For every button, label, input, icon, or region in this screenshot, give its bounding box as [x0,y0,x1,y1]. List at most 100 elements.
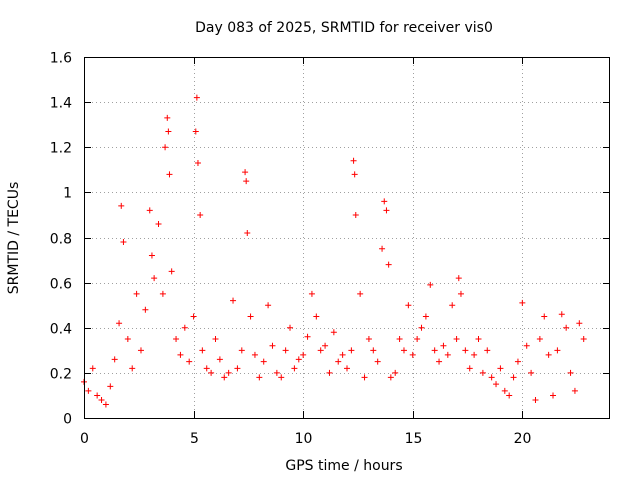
data-point [107,383,114,390]
data-point [177,351,184,358]
data-point [414,336,421,343]
data-point [523,342,530,349]
data-point [479,369,486,376]
data-points [81,94,587,408]
data-point [244,229,251,236]
data-point [168,268,175,275]
data-point [151,275,158,282]
data-point [510,374,517,381]
data-point [455,275,462,282]
data-point [493,381,500,388]
data-point [155,220,162,227]
grid [84,57,610,418]
chart-title: Day 083 of 2025, SRMTID for receiver vis… [195,20,493,36]
data-point [501,387,508,394]
data-point [317,347,324,354]
data-point [350,157,357,164]
data-point [120,239,127,246]
x-tick-label: 20 [514,431,532,447]
data-point [162,144,169,151]
data-point [197,211,204,218]
data-point [208,369,215,376]
data-point [251,351,258,358]
data-point [164,114,171,121]
data-point [190,313,197,320]
data-point [400,347,407,354]
data-point [238,347,245,354]
data-point [203,365,210,372]
y-tick-label: 1.4 [50,96,72,112]
data-point [118,202,125,209]
data-point [471,351,478,358]
data-point [488,374,495,381]
data-point [418,324,425,331]
data-point [392,369,399,376]
data-point [370,347,377,354]
data-point [365,336,372,343]
data-point [528,369,535,376]
data-point [142,306,149,313]
data-point [453,336,460,343]
data-point [85,387,92,394]
data-point [427,281,434,288]
data-point [98,396,105,403]
data-point [554,347,561,354]
data-point [313,313,320,320]
data-point [357,290,364,297]
y-tick-label: 0.8 [50,232,72,248]
data-point [265,302,272,309]
y-tick-label: 1.6 [50,51,72,67]
data-point [444,351,451,358]
data-point [102,401,109,408]
data-point [330,329,337,336]
data-point [536,336,543,343]
data-point [111,356,118,363]
data-point [212,336,219,343]
data-point [381,198,388,205]
x-tick-label: 15 [405,431,423,447]
data-point [506,392,513,399]
data-point [571,387,578,394]
data-point [431,347,438,354]
data-point [440,342,447,349]
data-point [514,358,521,365]
data-point [124,336,131,343]
data-point [181,324,188,331]
data-point [165,128,172,135]
data-point [199,347,206,354]
data-point [282,347,289,354]
data-point [563,324,570,331]
axis-ticks: 0 5 10 15 20 0 0.2 0.4 0.6 0.8 1 1.2 1.4 1.6 [50,51,610,447]
data-point [383,207,390,214]
data-point [550,392,557,399]
data-point [269,342,276,349]
data-point [308,290,315,297]
y-tick-label: 0.6 [50,277,72,293]
data-point [326,369,333,376]
data-point [484,347,491,354]
data-point [348,347,355,354]
data-point [352,211,359,218]
data-point [146,207,153,214]
data-point [449,302,456,309]
data-point [173,336,180,343]
data-point [339,351,346,358]
data-point [159,290,166,297]
data-point [519,299,526,306]
data-point [116,320,123,327]
y-tick-label: 0.2 [50,367,72,383]
data-point [148,252,155,259]
data-point [243,178,250,185]
data-point [230,297,237,304]
data-point [409,351,416,358]
data-point [322,342,329,349]
data-point [304,333,311,340]
data-point [94,392,101,399]
data-point [273,369,280,376]
data-point [405,302,412,309]
data-point [242,169,249,176]
data-point [287,324,294,331]
data-point [558,311,565,318]
x-tick-label: 10 [295,431,313,447]
